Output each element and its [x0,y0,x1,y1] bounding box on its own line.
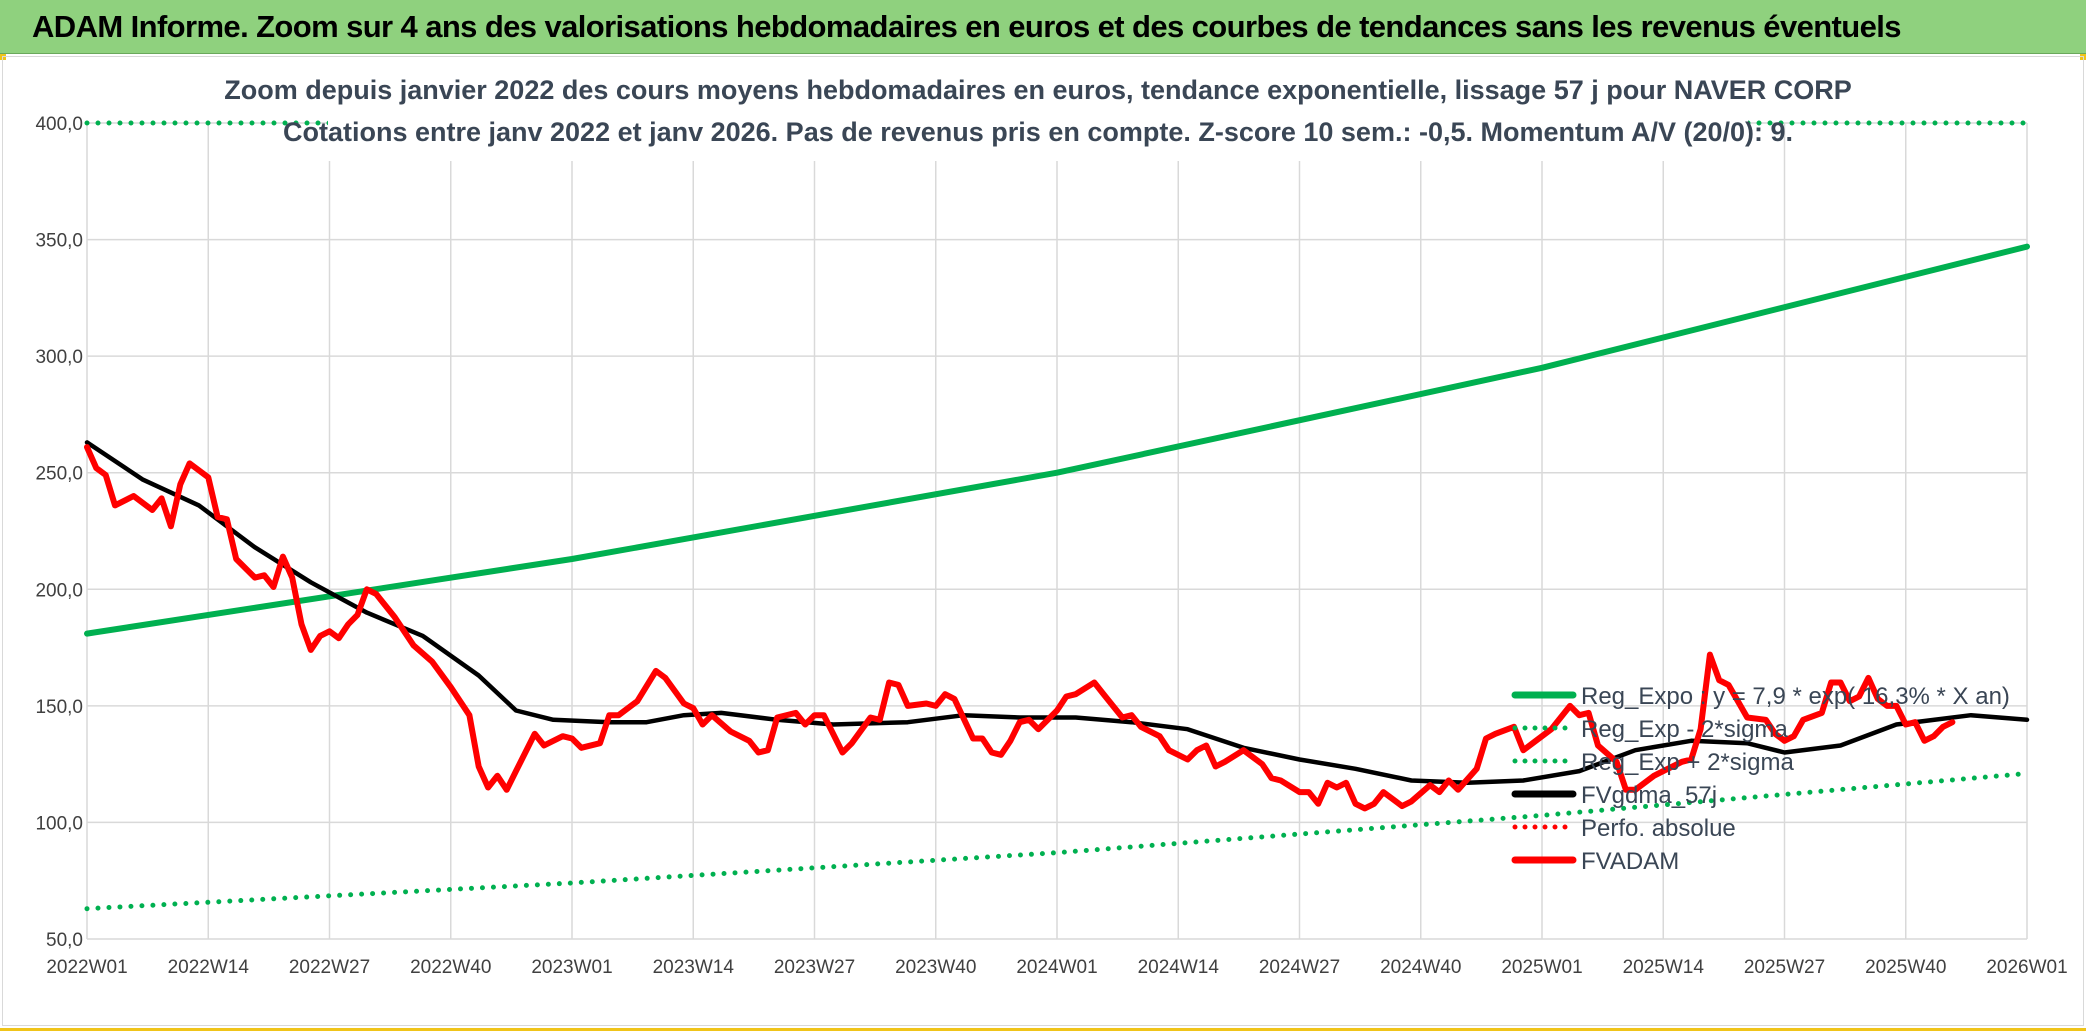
y-tick-label: 200,0 [35,580,83,601]
legend-label: FVADAM [1581,848,1679,875]
x-tick-label: 2024W14 [1138,957,1220,978]
header-banner: ADAM Informe. Zoom sur 4 ans des valoris… [0,0,2086,54]
y-tick-label: 300,0 [35,347,83,368]
x-tick-label: 2022W40 [410,957,491,978]
chart-title-line: Zoom depuis janvier 2022 des cours moyen… [224,75,1852,105]
series-line-0 [84,243,2030,637]
legend-label: Reg_Expo : y = 7,9 * exp( 16,3% * X an) [1581,683,2010,710]
x-tick-label: 2025W01 [1501,957,1582,978]
y-tick-label: 350,0 [35,231,83,252]
title-background [328,61,1748,161]
y-tick-label: 400,0 [35,114,83,135]
chart-frame: 50,0 100,0 150,0 200,0 250,0 300,0 350,0 400,0 … [2,56,2084,1026]
x-tick-label: 2022W14 [168,957,250,978]
left-corner-accent [0,54,6,60]
chart-title: Zoom depuis janvier 2022 des cours moyen… [224,61,1852,161]
y-axis-ticks: 50,0 100,0 150,0 200,0 250,0 300,0 350,0 400,0 [35,114,83,951]
x-tick-label: 2023W40 [895,957,976,978]
x-tick-label: 2025W27 [1744,957,1825,978]
series-line-3 [84,440,2030,786]
legend-label: Perfo. absolue [1581,815,1736,842]
legend-label: Reg_Exp + 2*sigma [1581,749,1794,776]
x-tick-label: 2026W01 [1986,957,2067,978]
x-tick-label: 2023W01 [531,957,612,978]
x-tick-label: 2024W01 [1016,957,1097,978]
x-tick-label: 2023W27 [774,957,855,978]
gridlines [86,122,2028,940]
x-tick-label: 2025W40 [1865,957,1946,978]
legend-label: Reg_Exp - 2*sigma [1581,716,1788,743]
y-tick-label: 250,0 [35,464,83,485]
chart-title-line: Cotations entre janv 2022 et janv 2026. … [283,117,1793,147]
y-tick-label: 150,0 [35,697,83,718]
series-line-5 [84,444,1956,812]
legend-label: FVgdma_57j [1581,782,1717,809]
x-tick-label: 2022W01 [46,957,127,978]
x-tick-label: 2022W27 [289,957,370,978]
x-tick-label: 2024W40 [1380,957,1461,978]
x-tick-label: 2024W27 [1259,957,1340,978]
chart-legend: Reg_Expo : y = 7,9 * exp( 16,3% * X an) R… [1511,683,2010,875]
y-tick-label: 50,0 [46,930,83,951]
x-tick-label: 2025W14 [1623,957,1705,978]
line-chart: 50,0100,0150,0200,0250,0300,0350,0400,0 … [35,61,2068,978]
page-title: ADAM Informe. Zoom sur 4 ans des valoris… [32,9,1902,44]
x-axis-ticks: 2022W01 2022W14 2022W27 2022W40 2023W01 2023W… [46,957,2067,978]
y-tick-label: 100,0 [35,813,83,834]
x-tick-label: 2023W14 [653,957,735,978]
